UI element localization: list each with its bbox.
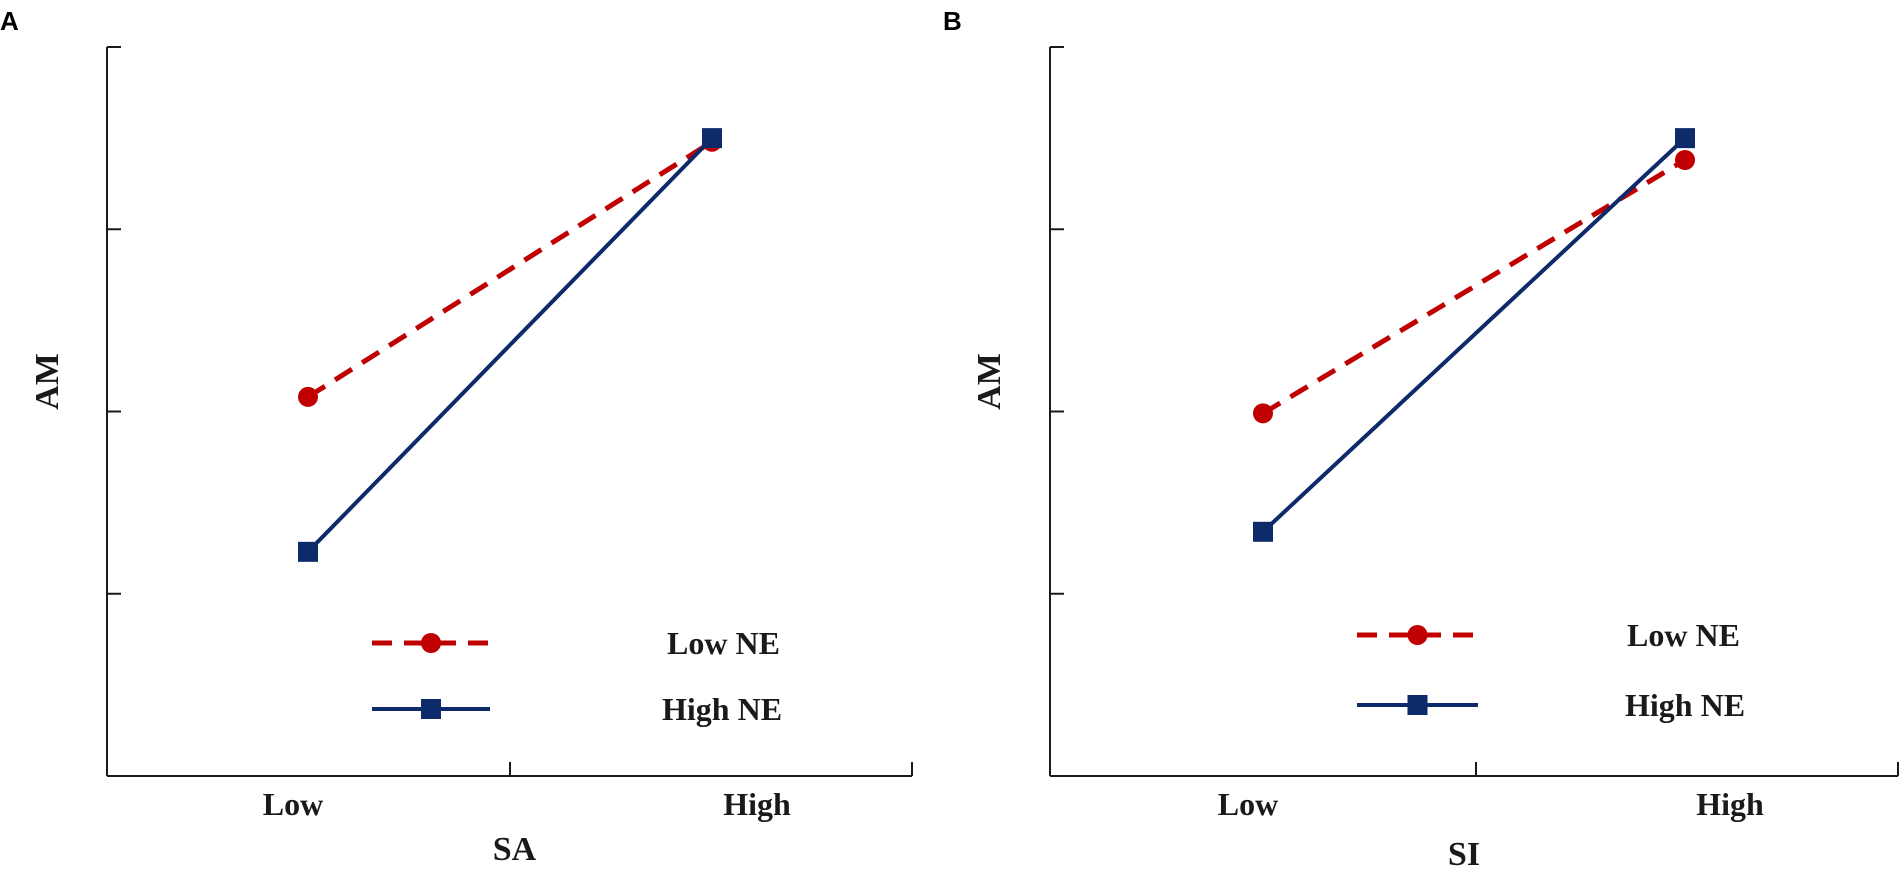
series-line-low-ne (1261, 157, 1687, 416)
x-tick-label-low: Low (263, 786, 323, 822)
y-axis-title: AM (29, 353, 66, 410)
x-tick-label-high: High (1696, 786, 1764, 822)
data-point-low-ne-high (1675, 149, 1695, 170)
legend-sample-low-ne (372, 633, 490, 653)
legend-label-high-ne: High NE (1625, 687, 1745, 723)
axes (106, 46, 913, 777)
x-tick-label-low: Low (1218, 786, 1278, 822)
legend-marker (1407, 625, 1428, 645)
y-axis-title: AM (971, 353, 1008, 410)
legend: Low NE High NE (372, 625, 782, 727)
legend-sample-high-ne (1357, 695, 1478, 715)
series-line-high-ne (306, 136, 714, 554)
axes (1049, 46, 1899, 777)
x-axis-title: SI (1448, 836, 1480, 873)
data-point-high-ne-high (1675, 128, 1695, 149)
chart-marks (298, 128, 722, 562)
chart-marks (1253, 128, 1695, 542)
data-point-high-ne-low (298, 541, 318, 562)
x-tick-labels: Low High (1218, 786, 1764, 822)
series-line-high-ne (1261, 136, 1687, 534)
legend-marker (421, 699, 441, 719)
panel-letter: A (0, 6, 19, 36)
x-tick-label-high: High (723, 786, 791, 822)
series-line-low-ne (306, 139, 714, 400)
legend-marker (1407, 695, 1428, 715)
x-axis-title: SA (493, 831, 537, 868)
legend-sample-low-ne (1357, 625, 1478, 645)
legend-label-low-ne: Low NE (1627, 617, 1740, 653)
panel-b: B Low High SI AM Low NE High NE (943, 6, 1899, 873)
data-point-high-ne-low (1253, 521, 1273, 542)
legend: Low NE High NE (1357, 617, 1745, 723)
legend-marker (421, 633, 441, 653)
data-point-high-ne-high (702, 128, 722, 149)
legend-sample-high-ne (372, 699, 490, 719)
legend-label-low-ne: Low NE (667, 625, 780, 661)
panel-letter: B (943, 6, 962, 36)
panel-a: A Low High SA AM Low NE High NE (0, 6, 913, 868)
data-point-low-ne-low (1253, 403, 1273, 424)
legend-label-high-ne: High NE (662, 691, 782, 727)
data-point-low-ne-low (298, 386, 318, 407)
x-tick-labels: Low High (263, 786, 791, 822)
